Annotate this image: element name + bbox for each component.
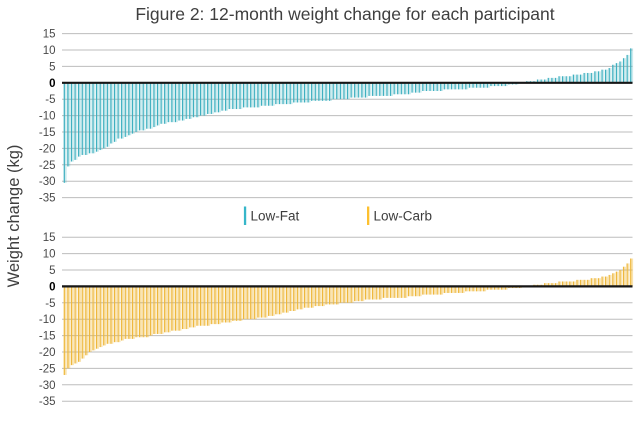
svg-text:-25: -25 [39,160,56,172]
svg-text:-5: -5 [45,94,55,106]
svg-text:5: 5 [49,265,55,277]
svg-text:10: 10 [43,45,56,57]
svg-text:-25: -25 [39,363,56,375]
svg-text:-15: -15 [39,127,56,139]
svg-text:-35: -35 [39,396,56,408]
svg-text:15: 15 [43,232,56,244]
svg-text:-35: -35 [39,193,56,205]
svg-text:-20: -20 [39,143,56,155]
svg-text:Weight change (kg): Weight change (kg) [5,145,23,288]
svg-text:Low-Carb: Low-Carb [374,209,433,224]
svg-text:5: 5 [49,61,55,73]
svg-text:-20: -20 [39,347,56,359]
svg-text:-10: -10 [39,314,56,326]
svg-text:Figure 2: 12-month weight chan: Figure 2: 12-month weight change for eac… [135,4,554,24]
svg-text:-30: -30 [39,176,56,188]
svg-text:-15: -15 [39,331,56,343]
svg-text:10: 10 [43,249,56,261]
svg-text:Low-Fat: Low-Fat [251,209,300,224]
svg-text:0: 0 [49,281,55,293]
svg-text:15: 15 [43,29,56,41]
svg-text:-5: -5 [45,298,55,310]
svg-text:0: 0 [49,78,55,90]
svg-text:-10: -10 [39,111,56,123]
svg-text:-30: -30 [39,380,56,392]
